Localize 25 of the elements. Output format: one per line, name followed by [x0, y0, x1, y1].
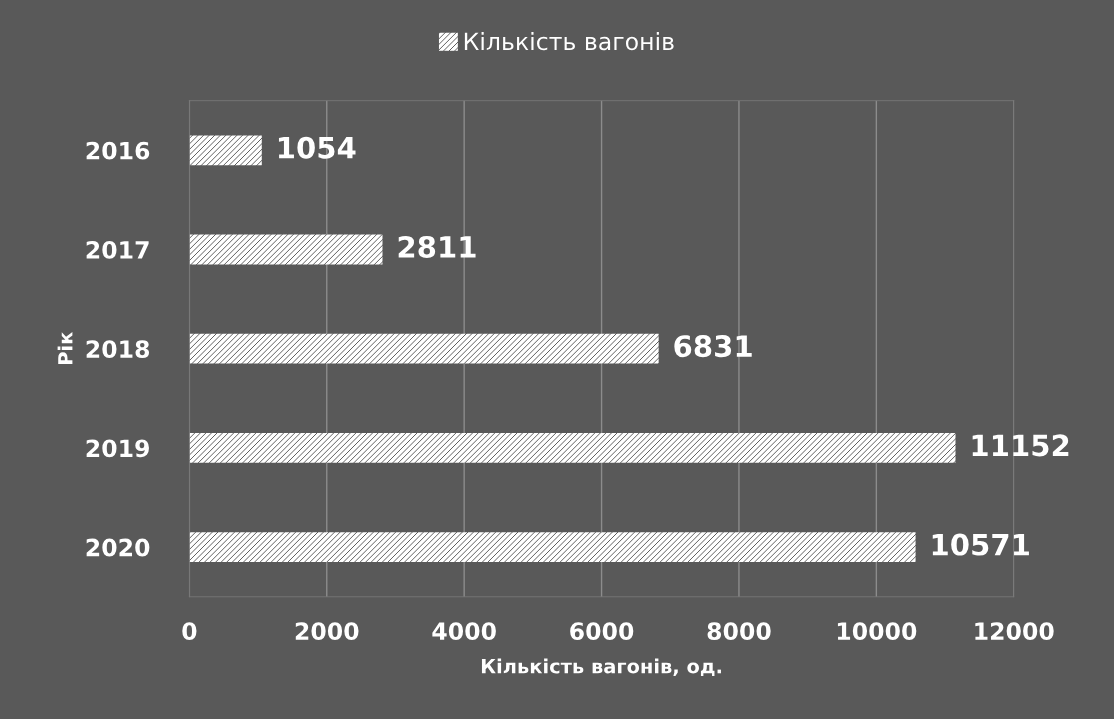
- bar: [189, 433, 956, 463]
- data-label: 1054: [278, 136, 356, 159]
- x-tick-label: 2000: [295, 622, 359, 641]
- x-tick-label: 4000: [432, 622, 496, 641]
- x-tick-label: 8000: [707, 622, 771, 641]
- x-axis-title: Кількість вагонів, од.: [481, 658, 721, 677]
- x-tick-label: 10000: [837, 622, 917, 641]
- y-tick-label: 2016: [86, 141, 150, 160]
- bar: [189, 333, 659, 364]
- data-label: 10571: [932, 533, 1029, 556]
- y-axis-title: Рік: [57, 331, 73, 364]
- y-tick-label: 2017: [86, 240, 149, 259]
- y-tick-label: 2018: [86, 340, 150, 359]
- bar: [189, 135, 262, 166]
- data-label: 2811: [398, 235, 476, 258]
- x-tick-label: 0: [182, 622, 197, 641]
- bar: [189, 234, 383, 265]
- y-tick-label: 2020: [86, 538, 150, 557]
- bar: [189, 532, 916, 563]
- legend-label: Кількість вагонів: [464, 32, 674, 51]
- data-label: 6831: [674, 335, 752, 358]
- x-tick-label: 12000: [975, 622, 1054, 641]
- data-label: 11152: [972, 434, 1069, 457]
- x-tick-label: 6000: [570, 622, 634, 641]
- y-tick-label: 2019: [86, 439, 149, 458]
